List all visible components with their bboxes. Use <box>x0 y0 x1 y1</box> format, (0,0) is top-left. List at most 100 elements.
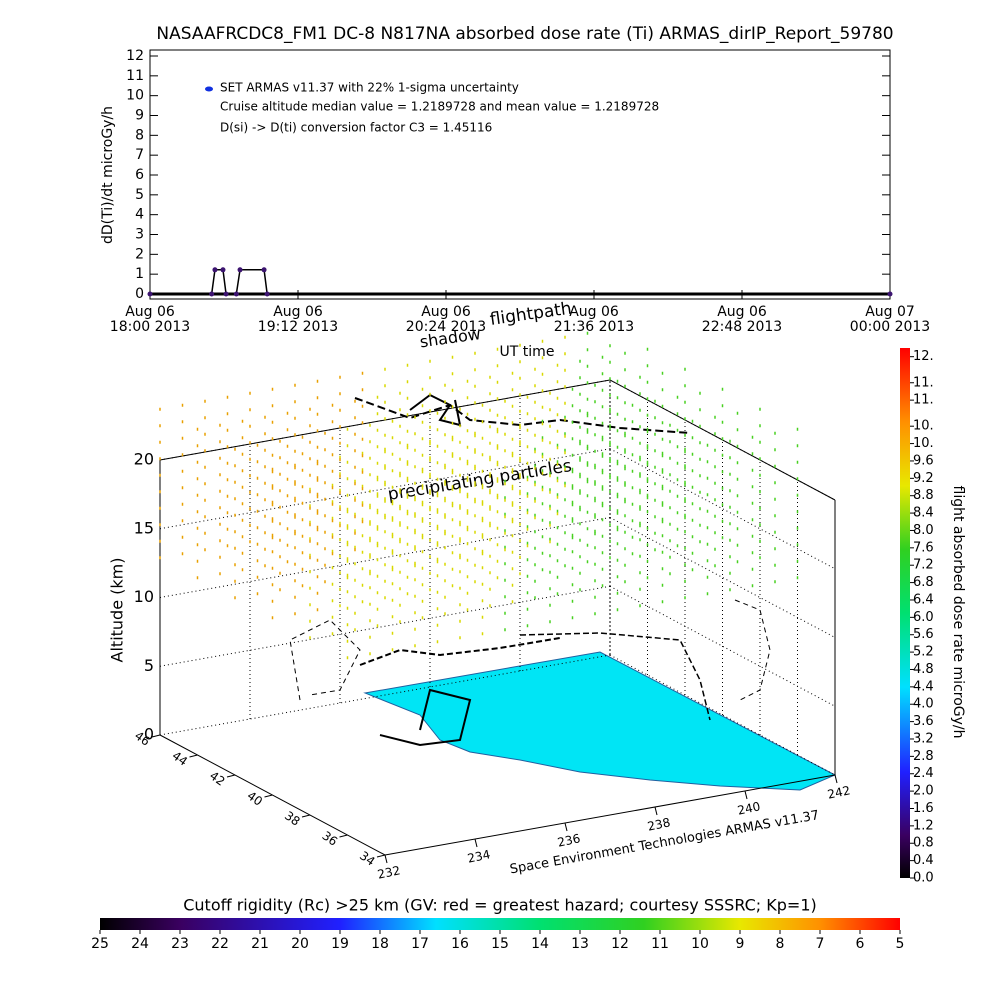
x-tick-label: Aug 06 20:24 2013 <box>405 304 487 335</box>
flight-path <box>359 637 561 666</box>
y-tick-label: 7 <box>135 147 144 163</box>
y-tick <box>301 814 311 818</box>
x-tick <box>654 806 658 816</box>
flight-path <box>409 393 462 427</box>
x-tick-label: 238 <box>646 815 671 833</box>
z-tick-label: 0 <box>144 725 154 744</box>
x-tick-label: Aug 06 18:00 2013 <box>109 304 191 335</box>
colorbar-tick-label: 8 <box>776 936 785 952</box>
data-point <box>223 291 229 297</box>
colorbar-tick-label: 3.2 <box>913 731 934 746</box>
colorbar-tick-label: 8.4 <box>913 506 934 521</box>
colorbar-tick-label: 11. <box>913 393 934 408</box>
colorbar-tick-label: 2.0 <box>913 784 934 799</box>
annotation: Cruise altitude median value = 1.2189728… <box>220 100 659 114</box>
axis-edge <box>384 774 836 856</box>
y-tick-label: 42 <box>207 768 228 788</box>
colorbar-tick-label: 11. <box>913 375 934 390</box>
colorbar-tick-label: 10. <box>913 419 934 434</box>
grid-line <box>609 517 836 638</box>
x-tick-label: 236 <box>556 831 581 849</box>
data-line <box>150 269 890 295</box>
colorbar-tick-label: 20 <box>291 936 309 952</box>
x-tick <box>564 822 568 832</box>
y-tick-label: 9 <box>135 108 144 124</box>
colorbar-tick-label: 7 <box>816 936 825 952</box>
data-point <box>237 267 243 273</box>
colorbar-tick-label: 3.6 <box>913 714 934 729</box>
data-point <box>147 291 153 297</box>
y-tick-label: 2 <box>135 246 144 262</box>
y-tick-label: 8 <box>135 127 144 143</box>
y-tick <box>339 834 348 838</box>
y-tick <box>189 754 198 758</box>
x-axis-label: UT time <box>500 344 555 360</box>
grid-line <box>609 448 836 570</box>
colorbar-tick-label: 15 <box>491 936 509 952</box>
colorbar <box>900 348 910 878</box>
annotation: D(si) -> D(ti) conversion factor C3 = 1.… <box>220 121 492 135</box>
land-surface <box>363 651 837 791</box>
flight-shadow <box>734 599 771 701</box>
x-tick-label: Aug 07 00:00 2013 <box>849 304 931 335</box>
z-tick-label: 5 <box>144 656 154 675</box>
colorbar-tick-label: 9 <box>736 936 745 952</box>
colorbar-tick-label: 5 <box>896 936 905 952</box>
y-tick-label: 12 <box>126 48 144 64</box>
colorbar-tick-label: 21 <box>251 936 269 952</box>
colorbar-tick-label: 0.0 <box>913 871 934 886</box>
x-tick-label: Aug 06 21:36 2013 <box>553 304 635 335</box>
y-tick-label: 3 <box>135 227 144 243</box>
colorbar-tick-label: 24 <box>131 936 149 952</box>
y-tick-label: 36 <box>320 828 341 848</box>
legend-label: SET ARMAS v11.37 with 22% 1-sigma uncert… <box>220 81 519 95</box>
y-tick-label: 34 <box>357 848 378 868</box>
y-tick <box>376 854 386 858</box>
colorbar-tick-label: 18 <box>371 936 389 952</box>
colorbar-tick-label: 12. <box>913 349 934 364</box>
data-point <box>212 267 218 273</box>
y-tick <box>264 794 273 798</box>
y-tick-label: 44 <box>170 748 191 768</box>
x-tick-label: 232 <box>376 863 401 881</box>
y-tick-label: 40 <box>245 788 266 808</box>
y-tick-label: 6 <box>135 167 144 183</box>
colorbar-tick-label: 11 <box>651 936 669 952</box>
x-tick <box>384 854 388 864</box>
colorbar-tick-label: 6.4 <box>913 592 934 607</box>
colorbar-tick-label: 8.8 <box>913 488 934 503</box>
data-point <box>220 267 226 273</box>
x-tick-label: 234 <box>466 847 491 865</box>
data-point <box>887 291 893 297</box>
data-point <box>264 291 270 297</box>
data-point <box>261 267 267 273</box>
colorbar-tick-label: 25 <box>91 936 109 952</box>
colorbar-tick-label: 6 <box>856 936 865 952</box>
colorbar-tick-label: 12 <box>611 936 629 952</box>
colorbar-tick-label: 17 <box>411 936 429 952</box>
colorbar-tick-label: 4.8 <box>913 662 934 677</box>
x-tick <box>834 774 838 784</box>
colorbar-tick-label: 0.8 <box>913 836 934 851</box>
colorbar-tick-label: 8.0 <box>913 523 934 538</box>
y-tick-label: 10 <box>126 88 144 104</box>
z-tick-label: 15 <box>134 518 154 537</box>
colorbar-tick-label: 23 <box>171 936 189 952</box>
colorbar-title: Cutoff rigidity (Rc) >25 km (GV: red = g… <box>183 896 817 915</box>
colorbar-tick-label: 1.6 <box>913 801 934 816</box>
legend-marker <box>205 86 213 92</box>
colorbar-tick-label: 7.6 <box>913 540 934 555</box>
colorbar-tick-label: 14 <box>531 936 549 952</box>
colorbar-tick-label: 6.8 <box>913 575 934 590</box>
y-tick-label: 4 <box>135 207 144 223</box>
x-tick-label: 240 <box>736 799 761 817</box>
colorbar-tick-label: 2.8 <box>913 749 934 764</box>
colorbar-tick-label: 10. <box>913 436 934 451</box>
x-tick-label: Aug 06 19:12 2013 <box>257 304 339 335</box>
colorbar-tick-label: 13 <box>571 936 589 952</box>
colorbar-tick-label: 9.2 <box>913 471 934 486</box>
z-tick-label: 20 <box>134 450 154 469</box>
flight-path <box>379 688 472 747</box>
chart-title: NASAAFRCDC8_FM1 DC-8 N817NA absorbed dos… <box>156 24 893 44</box>
